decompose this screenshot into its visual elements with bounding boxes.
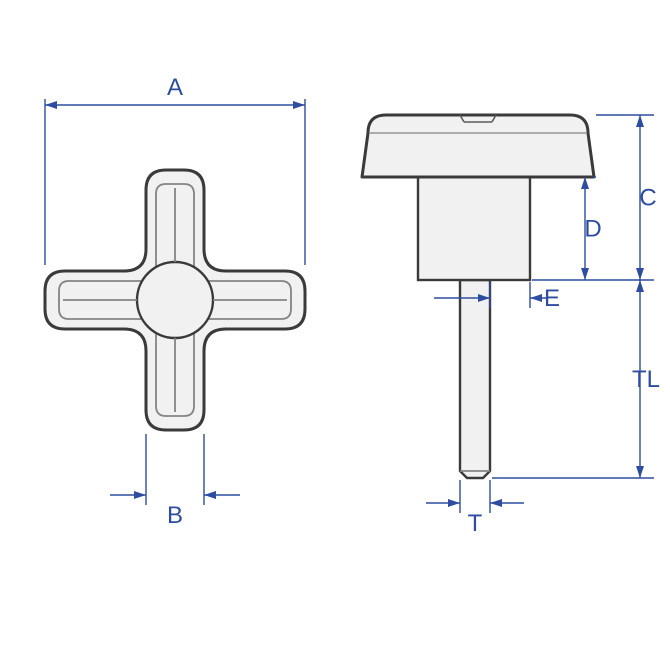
dim-B: B [110,491,240,529]
dim-label-C: C [639,185,656,212]
dim-label-B: B [167,502,183,529]
dim-label-E: E [544,285,560,312]
dim-T: T [426,499,524,537]
neck [418,177,530,280]
dim-TL: TL [632,280,660,478]
dim-label-T: T [468,510,483,537]
cap [362,115,594,177]
dim-D: D [581,177,602,280]
stud [460,280,490,478]
dim-label-D: D [584,216,601,243]
engineering-drawing: A B E C D TL T [0,0,670,670]
dim-A: A [45,74,305,109]
dim-label-TL: TL [632,366,660,393]
hub-circle [137,262,213,338]
top-view [45,99,305,505]
side-view: E [362,115,654,513]
dim-C: C [636,115,657,280]
dim-label-A: A [167,74,183,101]
